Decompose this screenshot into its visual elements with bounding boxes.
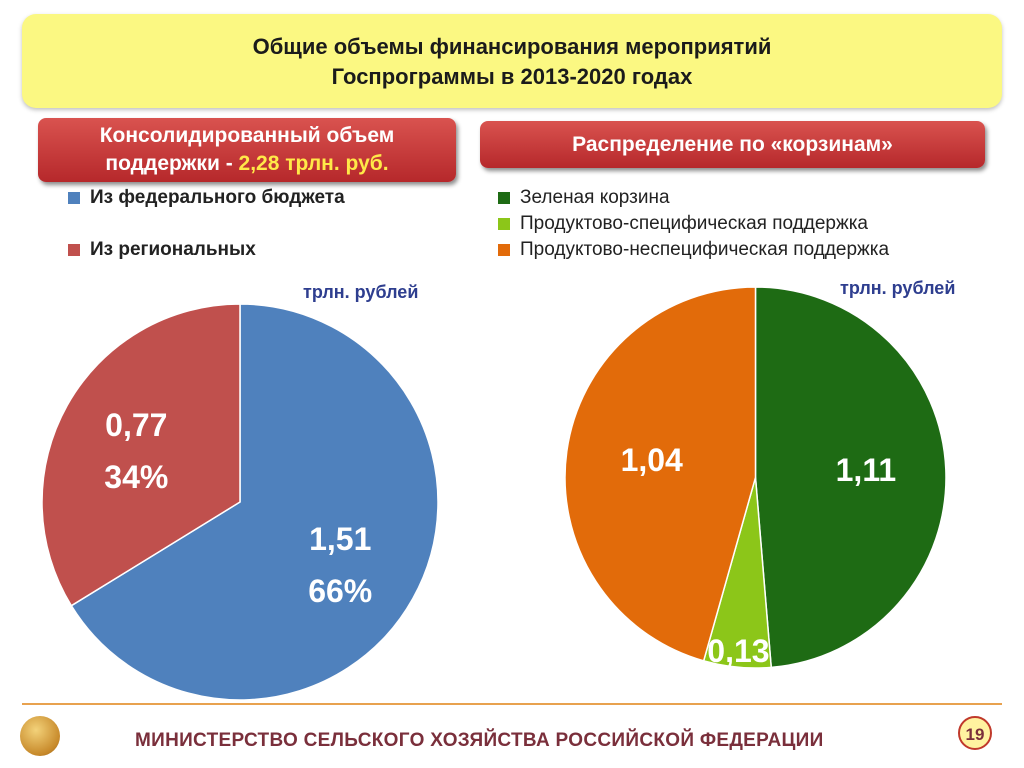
legend-swatch-specific [498, 218, 510, 230]
legend-item-regional: Из региональных [68, 237, 345, 263]
title-box: Общие объемы финансирования мероприятий … [22, 14, 1002, 108]
legend-item-green: Зеленая корзина [498, 185, 889, 211]
consolidated-volume-banner: Консолидированный объем поддержки - 2,28… [38, 118, 456, 182]
banner-left-line-1: Консолидированный объем [99, 124, 395, 147]
banner-left-line-2: поддержки - 2,28 трлн. руб. [38, 150, 456, 178]
page-number: 19 [958, 716, 992, 750]
data-label-specific: 0,13 [707, 633, 769, 669]
legend-swatch-green [498, 192, 510, 204]
pie-slice-federal [70, 303, 439, 701]
legend-label-regional: Из региональных [90, 239, 256, 260]
pie-slice-nonspecific [564, 286, 757, 662]
legend-label-nonspecific: Продуктово-неспецифическая поддержка [520, 239, 890, 260]
data-label-federal: 1,51 [309, 521, 371, 557]
legend-item-federal: Из федерального бюджета [68, 185, 345, 211]
pie-chart-baskets: 1,11 0,13 1,04 [564, 286, 947, 669]
title-line-1: Общие объемы финансирования мероприятий [252, 34, 772, 59]
right-legend: Зеленая корзина Продуктово-специфическая… [498, 185, 889, 263]
legend-swatch-regional [68, 244, 80, 256]
data-label-nonspecific: 1,04 [621, 442, 683, 478]
pie-slice-green [754, 286, 947, 669]
legend-item-specific: Продуктово-специфическая поддержка [498, 211, 889, 237]
pie-slice-regional [41, 303, 241, 607]
data-label-regional: 0,77 [105, 407, 167, 443]
legend-swatch-federal [68, 192, 80, 204]
percent-label-regional: 34% [104, 459, 168, 495]
title-line-2: Госпрограммы в 2013-2020 годах [331, 64, 693, 89]
ministry-logo-icon [20, 716, 60, 756]
ministry-name: МИНИСТЕРСТВО СЕЛЬСКОГО ХОЗЯЙСТВА РОССИЙС… [135, 730, 824, 751]
percent-label-federal: 66% [308, 573, 372, 609]
legend-label-federal: Из федерального бюджета [90, 187, 345, 208]
left-legend: Из федерального бюджета Из региональных [68, 185, 345, 263]
legend-swatch-nonspecific [498, 244, 510, 256]
legend-label-specific: Продуктово-специфическая поддержка [520, 213, 868, 234]
footer-divider [22, 703, 1002, 705]
legend-item-nonspecific: Продуктово-неспецифическая поддержка [498, 237, 889, 263]
right-unit-label: трлн. рублей [840, 278, 956, 298]
left-unit-label: трлн. рублей [303, 282, 419, 302]
legend-label-green: Зеленая корзина [520, 187, 670, 208]
banner-left-total: 2,28 трлн. руб. [238, 152, 389, 175]
banner-left-prefix: поддержки - [105, 152, 239, 175]
baskets-banner: Распределение по «корзинам» [480, 121, 985, 168]
pie-chart-funding-sources: 1,51 66% 0,77 34% [41, 303, 439, 701]
data-label-green: 1,11 [836, 452, 897, 488]
